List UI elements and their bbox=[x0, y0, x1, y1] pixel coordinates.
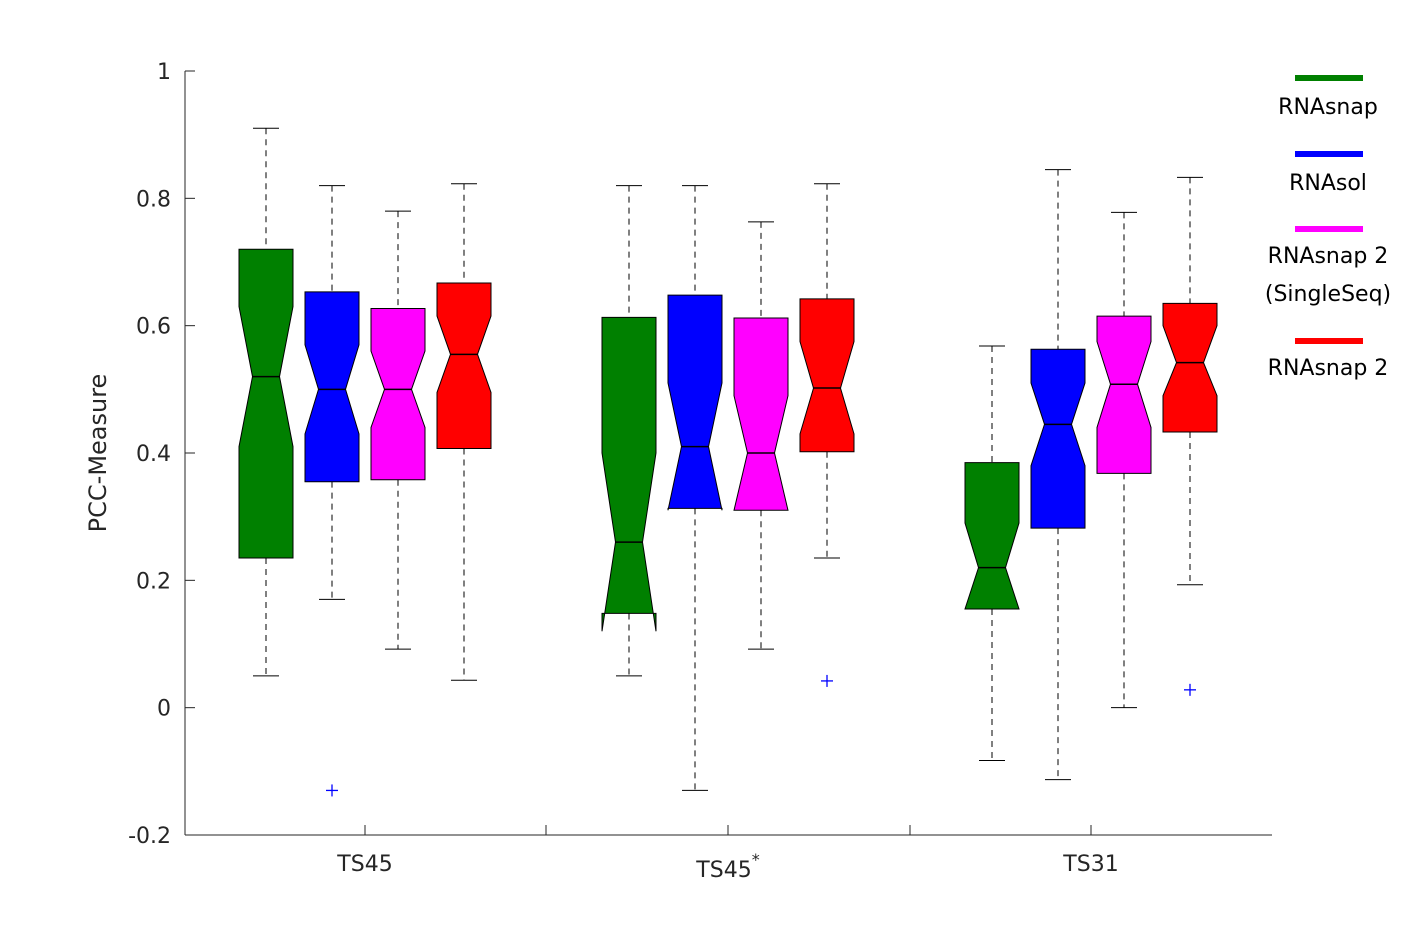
box-plot-area bbox=[238, 127, 1218, 797]
legend-label: RNAsnap 2 bbox=[1268, 244, 1389, 269]
box-rnasnap-2-singleseq- bbox=[370, 308, 426, 481]
x-tick-label: TS45* bbox=[695, 850, 759, 883]
box-rnasnap-2 bbox=[1162, 302, 1218, 433]
x-tick-label: TS31 bbox=[1062, 852, 1118, 877]
legend: RNAsnap RNAsol RNAsnap 2 (SingleSeq) RNAsnap… bbox=[1265, 75, 1391, 381]
box-rnasnap bbox=[964, 462, 1020, 610]
legend-label: RNAsnap 2 bbox=[1268, 356, 1389, 381]
box-rnasol bbox=[1030, 348, 1086, 529]
box-rnasnap-2-singleseq- bbox=[1096, 315, 1152, 474]
y-tick-label: 0.2 bbox=[136, 569, 171, 594]
outlier-point bbox=[1184, 683, 1196, 696]
y-tick-label: 0.4 bbox=[136, 442, 171, 467]
box-rnasol bbox=[304, 291, 360, 483]
y-tick-label: 1 bbox=[157, 60, 171, 85]
outlier-point bbox=[821, 674, 833, 687]
outlier-point bbox=[326, 784, 338, 797]
box-rnasol bbox=[667, 294, 723, 511]
box-rnasnap bbox=[238, 248, 294, 559]
x-tick-label: TS45 bbox=[336, 852, 392, 877]
x-tick-label-text: TS45 bbox=[336, 852, 392, 877]
y-tick-label: -0.2 bbox=[128, 824, 171, 849]
legend-label: RNAsnap bbox=[1278, 95, 1378, 120]
box-rnasnap-2 bbox=[436, 282, 492, 449]
x-tick-label-text: TS31 bbox=[1062, 852, 1118, 877]
box-rnasnap-2 bbox=[799, 298, 855, 453]
y-axis-title: PCC-Measure bbox=[84, 374, 112, 533]
y-tick-label: 0 bbox=[157, 697, 171, 722]
y-tick-label: 0.6 bbox=[136, 315, 171, 340]
x-tick-label-text: TS45 bbox=[695, 858, 751, 883]
y-tick-label: 0.8 bbox=[136, 187, 171, 212]
box-rnasnap bbox=[601, 316, 657, 632]
box-rnasnap-2-singleseq- bbox=[733, 317, 789, 511]
x-tick-label-superscript: * bbox=[752, 850, 760, 869]
legend-label: (SingleSeq) bbox=[1265, 282, 1391, 307]
legend-label: RNAsol bbox=[1289, 171, 1367, 196]
